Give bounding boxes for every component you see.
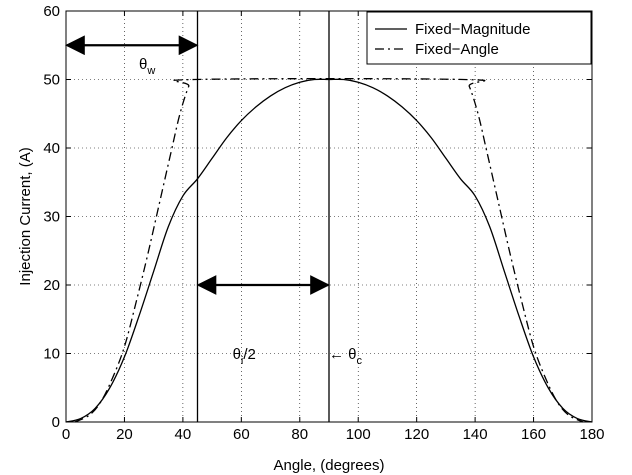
plot-frame [65,10,593,423]
y-tick-label: 20 [43,277,60,294]
x-tick-label: 60 [233,426,250,443]
y-tick-label: 0 [52,414,60,431]
x-tick-label: 0 [62,426,70,443]
annotations: θw θi/2 ← θc [65,35,363,367]
x-tick-label: 40 [175,426,192,443]
legend: Fixed−Magnitude Fixed−Angle [366,11,592,65]
series-line-fixed-magnitude [65,78,593,423]
annotation-theta_w: θw [139,56,155,77]
series-group [65,77,593,423]
legend-entry: Fixed−Angle [415,41,499,58]
x-tick-label: 80 [291,426,308,443]
axes-box [65,10,593,423]
x-axis-label: Angle, (degrees) [274,457,385,474]
y-tick-label: 10 [43,346,60,363]
y-tick-label: 50 [43,72,60,89]
y-tick-label: 60 [43,3,60,20]
annotation-theta_i: θi/2 [233,346,256,367]
x-tick-label: 140 [463,426,488,443]
x-tick-label: 20 [116,426,133,443]
y-tick-label: 30 [43,209,60,226]
annotation-theta_c: ← θc [329,346,363,367]
x-tick-label: 180 [579,426,604,443]
y-tick-label: 40 [43,140,60,157]
y-axis-label: Injection Current, (A) [17,147,34,285]
x-tick-label: 120 [404,426,429,443]
x-tick-label: 160 [521,426,546,443]
series-line-fixed-angle [74,77,584,423]
x-tick-label: 100 [346,426,371,443]
legend-entry: Fixed−Magnitude [415,21,531,38]
legend-box [366,11,592,65]
tick-labels: 0 20 40 60 80 100 120 140 160 180 0 10 20 30 40 50 60 [43,3,604,443]
vertical-markers [196,11,330,422]
